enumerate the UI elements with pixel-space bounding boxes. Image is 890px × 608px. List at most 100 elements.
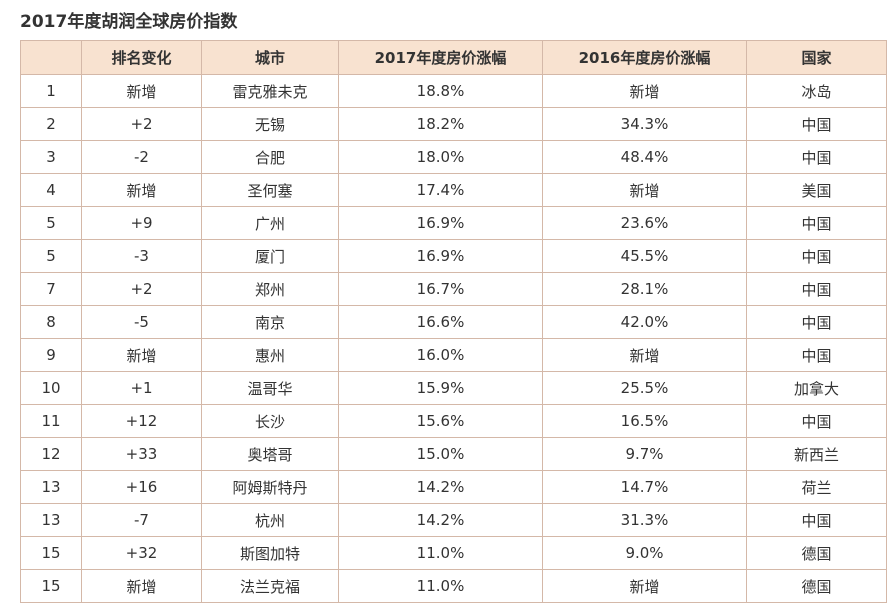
cell-city: 南京 — [201, 305, 339, 339]
cell-city: 合肥 — [201, 140, 339, 174]
cell-rank-change: 新增 — [81, 74, 202, 108]
cell-rank-change: +12 — [81, 404, 202, 438]
cell-city: 长沙 — [201, 404, 339, 438]
table-row: 5 -3 厦门 16.9% 45.5% 中国 — [20, 239, 887, 273]
cell-growth-2016: 45.5% — [542, 239, 747, 273]
cell-growth-2016: 48.4% — [542, 140, 747, 174]
cell-country: 中国 — [746, 404, 887, 438]
cell-rank: 11 — [20, 404, 82, 438]
cell-rank: 7 — [20, 272, 82, 306]
cell-rank-change: +16 — [81, 470, 202, 504]
cell-growth-2017: 18.2% — [338, 107, 543, 141]
table-row: 15 新增 法兰克福 11.0% 新增 德国 — [20, 569, 887, 603]
cell-growth-2017: 16.9% — [338, 239, 543, 273]
cell-rank: 13 — [20, 503, 82, 537]
cell-rank-change: +2 — [81, 272, 202, 306]
cell-country: 中国 — [746, 272, 887, 306]
cell-rank: 15 — [20, 536, 82, 570]
cell-growth-2016: 34.3% — [542, 107, 747, 141]
cell-growth-2017: 15.0% — [338, 437, 543, 471]
cell-growth-2017: 18.8% — [338, 74, 543, 108]
cell-rank: 10 — [20, 371, 82, 405]
cell-city: 雷克雅未克 — [201, 74, 339, 108]
cell-growth-2016: 23.6% — [542, 206, 747, 240]
cell-rank-change: +2 — [81, 107, 202, 141]
table-header: 排名变化 城市 2017年度房价涨幅 2016年度房价涨幅 国家 — [20, 40, 887, 75]
table-row: 11 +12 长沙 15.6% 16.5% 中国 — [20, 404, 887, 438]
cell-country: 中国 — [746, 206, 887, 240]
cell-rank: 1 — [20, 74, 82, 108]
column-header-city: 城市 — [201, 40, 339, 75]
cell-country: 中国 — [746, 503, 887, 537]
cell-growth-2017: 11.0% — [338, 536, 543, 570]
cell-country: 中国 — [746, 305, 887, 339]
cell-rank: 2 — [20, 107, 82, 141]
cell-city: 厦门 — [201, 239, 339, 273]
header-row: 排名变化 城市 2017年度房价涨幅 2016年度房价涨幅 国家 — [20, 40, 887, 75]
cell-growth-2016: 16.5% — [542, 404, 747, 438]
cell-country: 新西兰 — [746, 437, 887, 471]
cell-rank-change: 新增 — [81, 569, 202, 603]
table-row: 8 -5 南京 16.6% 42.0% 中国 — [20, 305, 887, 339]
cell-rank: 12 — [20, 437, 82, 471]
table-row: 12 +33 奥塔哥 15.0% 9.7% 新西兰 — [20, 437, 887, 471]
cell-city: 广州 — [201, 206, 339, 240]
table-row: 3 -2 合肥 18.0% 48.4% 中国 — [20, 140, 887, 174]
table-body: 1 新增 雷克雅未克 18.8% 新增 冰岛 2 +2 无锡 18.2% 34.3% 中国 3 -2 合肥 1… — [20, 74, 887, 603]
cell-growth-2016: 新增 — [542, 338, 747, 372]
cell-country: 中国 — [746, 338, 887, 372]
cell-growth-2017: 16.9% — [338, 206, 543, 240]
cell-rank-change: +9 — [81, 206, 202, 240]
table-row: 7 +2 郑州 16.7% 28.1% 中国 — [20, 272, 887, 306]
cell-growth-2016: 31.3% — [542, 503, 747, 537]
cell-growth-2017: 17.4% — [338, 173, 543, 207]
cell-city: 阿姆斯特丹 — [201, 470, 339, 504]
cell-growth-2016: 42.0% — [542, 305, 747, 339]
column-header-country: 国家 — [746, 40, 887, 75]
cell-rank-change: -7 — [81, 503, 202, 537]
cell-rank: 9 — [20, 338, 82, 372]
cell-growth-2017: 14.2% — [338, 470, 543, 504]
table-row: 10 +1 温哥华 15.9% 25.5% 加拿大 — [20, 371, 887, 405]
cell-city: 斯图加特 — [201, 536, 339, 570]
cell-growth-2016: 25.5% — [542, 371, 747, 405]
cell-growth-2017: 16.6% — [338, 305, 543, 339]
cell-city: 奥塔哥 — [201, 437, 339, 471]
cell-country: 德国 — [746, 569, 887, 603]
cell-country: 中国 — [746, 140, 887, 174]
cell-growth-2017: 16.0% — [338, 338, 543, 372]
cell-growth-2016: 新增 — [542, 74, 747, 108]
cell-growth-2017: 11.0% — [338, 569, 543, 603]
cell-growth-2016: 28.1% — [542, 272, 747, 306]
cell-rank-change: 新增 — [81, 173, 202, 207]
cell-rank-change: +1 — [81, 371, 202, 405]
cell-city: 温哥华 — [201, 371, 339, 405]
cell-country: 荷兰 — [746, 470, 887, 504]
cell-city: 惠州 — [201, 338, 339, 372]
cell-growth-2016: 14.7% — [542, 470, 747, 504]
ranking-table: 排名变化 城市 2017年度房价涨幅 2016年度房价涨幅 国家 1 新增 雷克雅未克 18.… — [20, 40, 887, 603]
cell-rank-change: 新增 — [81, 338, 202, 372]
cell-rank: 15 — [20, 569, 82, 603]
cell-rank: 5 — [20, 239, 82, 273]
table-row: 5 +9 广州 16.9% 23.6% 中国 — [20, 206, 887, 240]
cell-rank-change: +33 — [81, 437, 202, 471]
cell-city: 杭州 — [201, 503, 339, 537]
cell-rank-change: -2 — [81, 140, 202, 174]
cell-country: 冰岛 — [746, 74, 887, 108]
cell-city: 圣何塞 — [201, 173, 339, 207]
cell-rank: 3 — [20, 140, 82, 174]
cell-rank-change: +32 — [81, 536, 202, 570]
table-row: 13 -7 杭州 14.2% 31.3% 中国 — [20, 503, 887, 537]
cell-rank: 5 — [20, 206, 82, 240]
table-row: 13 +16 阿姆斯特丹 14.2% 14.7% 荷兰 — [20, 470, 887, 504]
column-header-growth-2016: 2016年度房价涨幅 — [542, 40, 747, 75]
table-row: 2 +2 无锡 18.2% 34.3% 中国 — [20, 107, 887, 141]
cell-rank: 13 — [20, 470, 82, 504]
cell-country: 中国 — [746, 239, 887, 273]
column-header-rank — [20, 40, 82, 75]
cell-growth-2016: 9.7% — [542, 437, 747, 471]
cell-growth-2016: 新增 — [542, 569, 747, 603]
table-row: 9 新增 惠州 16.0% 新增 中国 — [20, 338, 887, 372]
cell-growth-2017: 18.0% — [338, 140, 543, 174]
